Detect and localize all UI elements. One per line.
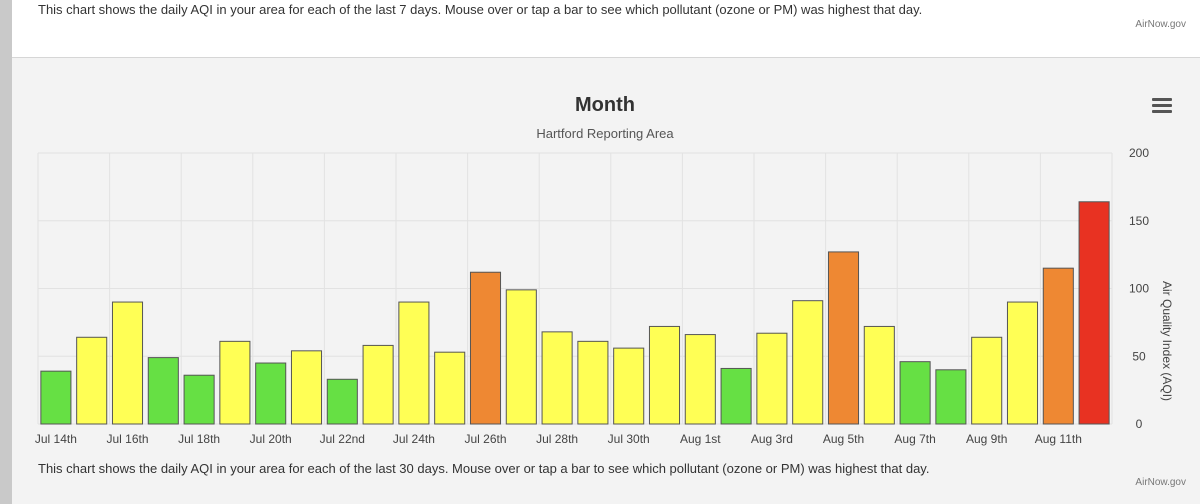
bars [40, 201, 1110, 425]
top-chart-panel: This chart shows the daily AQI in your a… [12, 0, 1200, 58]
aqi-bar[interactable] [613, 347, 645, 425]
x-tick-label: Aug 1st [680, 432, 721, 446]
aqi-bar[interactable] [648, 325, 681, 425]
x-tick-label: Aug 11th [1035, 432, 1082, 446]
chart-description-30-day: This chart shows the daily AQI in your a… [38, 461, 930, 476]
aqi-bar[interactable] [971, 336, 1003, 425]
x-tick-label: Jul 26th [464, 432, 506, 446]
x-tick-label: Aug 3rd [751, 432, 793, 446]
x-tick-label: Jul 16th [106, 432, 148, 446]
aqi-bar[interactable] [111, 301, 144, 425]
x-tick-label: Jul 24th [393, 432, 435, 446]
aqi-bar[interactable] [863, 325, 895, 425]
x-axis-ticks: Jul 14th Jul 16th Jul 18th Jul 20th Jul 22nd… [35, 432, 1082, 446]
aqi-bar[interactable] [362, 344, 394, 425]
aqi-bar[interactable] [1042, 267, 1074, 425]
aqi-bar[interactable] [255, 362, 287, 425]
x-tick-label: Jul 20th [250, 432, 292, 446]
aqi-bar[interactable] [76, 336, 108, 425]
aqi-bar[interactable] [326, 378, 358, 425]
grid-lines [37, 152, 1113, 425]
aqi-bar[interactable] [183, 374, 215, 425]
y-tick-label: 150 [1129, 214, 1149, 228]
aqi-bar[interactable] [147, 357, 179, 425]
credit-link[interactable]: AirNow.gov [1135, 477, 1186, 488]
aqi-bar[interactable] [720, 367, 752, 425]
aqi-bar[interactable] [1006, 301, 1039, 425]
x-tick-label: Aug 9th [966, 432, 1007, 446]
chart-menu-button[interactable] [1152, 98, 1172, 116]
x-tick-label: Jul 28th [536, 432, 578, 446]
aqi-bar[interactable] [290, 350, 323, 425]
y-tick-label: 0 [1136, 417, 1143, 431]
aqi-bar[interactable] [792, 300, 824, 425]
aqi-bar[interactable] [756, 332, 788, 425]
chart-description-7-day: This chart shows the daily AQI in your a… [38, 2, 923, 17]
chart-subtitle: Hartford Reporting Area [536, 126, 674, 141]
aqi-bar[interactable] [827, 251, 860, 425]
aqi-bar[interactable] [505, 289, 537, 425]
aqi-bar[interactable] [434, 351, 466, 425]
y-axis-ticks: 0 50 100 150 200 [1129, 146, 1149, 431]
aqi-bar[interactable] [684, 334, 716, 425]
aqi-bar[interactable] [935, 369, 967, 425]
aqi-bar[interactable] [577, 340, 609, 425]
y-axis-title: Air Quality Index (AQI) [1160, 281, 1174, 401]
x-tick-label: Aug 7th [894, 432, 935, 446]
aqi-bar[interactable] [40, 370, 72, 425]
aqi-bar[interactable] [398, 301, 430, 425]
aqi-bar[interactable] [219, 340, 251, 425]
aqi-bar-chart: Month Hartford Reporting Area Jul 14th Ju… [35, 94, 1174, 446]
x-tick-label: Jul 14th [35, 432, 77, 446]
y-tick-label: 50 [1132, 349, 1146, 363]
aqi-bar[interactable] [899, 361, 931, 425]
chart-title: Month [575, 94, 635, 116]
aqi-bar[interactable] [1078, 201, 1110, 425]
y-tick-label: 200 [1129, 146, 1149, 160]
hamburger-menu-icon [1152, 98, 1172, 101]
credit-link[interactable]: AirNow.gov [1135, 19, 1186, 30]
month-chart-panel: Month Hartford Reporting Area Jul 14th Ju… [12, 58, 1200, 504]
aqi-bar[interactable] [469, 271, 502, 425]
y-tick-label: 100 [1129, 282, 1149, 296]
x-tick-label: Jul 30th [608, 432, 650, 446]
x-tick-label: Jul 18th [178, 432, 220, 446]
aqi-bar[interactable] [541, 331, 573, 425]
x-tick-label: Aug 5th [823, 432, 864, 446]
x-tick-label: Jul 22nd [320, 432, 365, 446]
